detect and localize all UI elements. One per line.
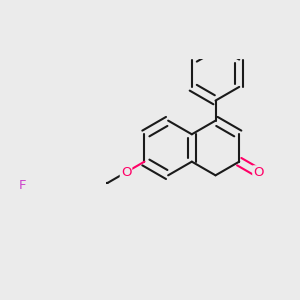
Text: O: O [121,166,131,179]
Text: F: F [19,179,26,192]
Text: O: O [253,166,264,179]
